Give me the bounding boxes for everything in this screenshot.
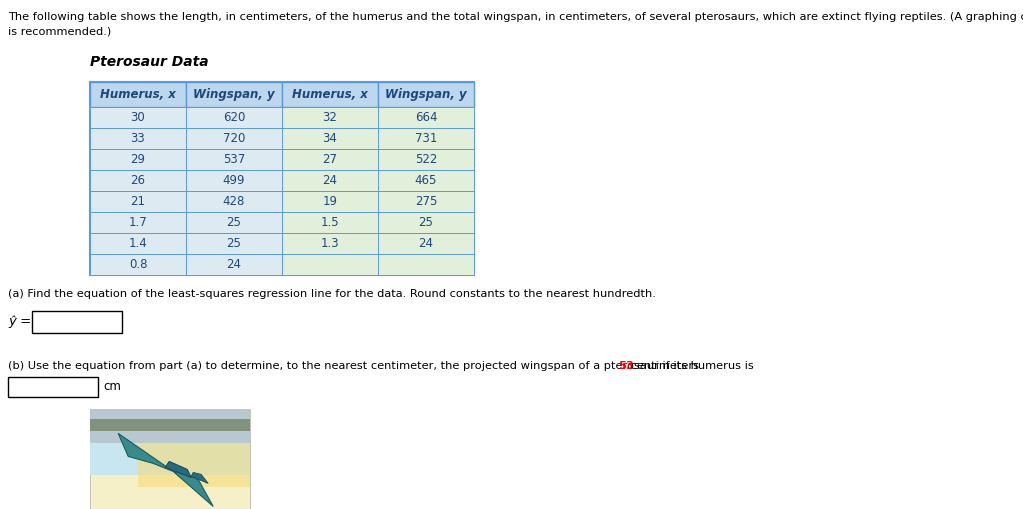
Text: 1.5: 1.5 (320, 216, 340, 229)
Bar (186, 149, 282, 170)
Bar (379, 128, 474, 149)
Bar (90, 82, 186, 107)
Bar (186, 82, 282, 107)
Bar (90, 107, 186, 128)
Bar (186, 128, 282, 149)
Bar (90, 170, 186, 191)
Polygon shape (119, 433, 173, 471)
Text: 24: 24 (322, 174, 338, 187)
Polygon shape (191, 472, 209, 484)
Bar (186, 107, 282, 128)
Text: 1.3: 1.3 (320, 237, 340, 250)
Text: 1.4: 1.4 (129, 237, 147, 250)
Bar (186, 212, 282, 233)
Text: 32: 32 (322, 111, 338, 124)
Text: centimeters.: centimeters. (627, 361, 703, 371)
Text: 21: 21 (131, 195, 145, 208)
Text: 428: 428 (223, 195, 246, 208)
Bar (90, 233, 186, 254)
Text: 30: 30 (131, 111, 145, 124)
Text: 19: 19 (322, 195, 338, 208)
Text: 537: 537 (223, 153, 246, 166)
Bar (379, 149, 474, 170)
Text: 0.8: 0.8 (129, 258, 147, 271)
Text: 33: 33 (131, 132, 145, 145)
Polygon shape (173, 471, 213, 506)
Text: 465: 465 (414, 174, 437, 187)
Text: 26: 26 (131, 174, 145, 187)
Text: Pterosaur Data: Pterosaur Data (90, 55, 209, 69)
Text: 25: 25 (226, 237, 241, 250)
Bar (186, 170, 282, 191)
Bar (282, 212, 379, 233)
Text: Humerus, x: Humerus, x (100, 88, 176, 101)
Bar (90, 418, 250, 431)
Bar (282, 191, 379, 212)
Bar (282, 107, 379, 128)
Bar (282, 82, 379, 107)
Text: 25: 25 (226, 216, 241, 229)
Bar (32, 311, 122, 333)
Bar (379, 82, 474, 107)
Bar (90, 409, 250, 509)
Bar (282, 128, 379, 149)
Text: 275: 275 (414, 195, 437, 208)
Bar (90, 409, 250, 475)
Bar (282, 149, 379, 170)
Bar (186, 254, 282, 275)
Text: 620: 620 (223, 111, 246, 124)
Text: Wingspan, y: Wingspan, y (193, 88, 275, 101)
Text: Wingspan, y: Wingspan, y (386, 88, 466, 101)
Text: 24: 24 (226, 258, 241, 271)
Text: (a) Find the equation of the least-squares regression line for the data. Round c: (a) Find the equation of the least-squar… (8, 289, 656, 299)
Text: (b) Use the equation from part (a) to determine, to the nearest centimeter, the : (b) Use the equation from part (a) to de… (8, 361, 757, 371)
Bar (379, 212, 474, 233)
Bar (379, 191, 474, 212)
Text: 1.7: 1.7 (129, 216, 147, 229)
Bar (90, 409, 250, 443)
Text: The following table shows the length, in centimeters, of the humerus and the tot: The following table shows the length, in… (8, 12, 1023, 22)
Text: 664: 664 (414, 111, 437, 124)
Bar (282, 170, 379, 191)
Bar (186, 191, 282, 212)
Bar (282, 233, 379, 254)
Text: 720: 720 (223, 132, 246, 145)
Text: cm: cm (103, 381, 121, 393)
Bar (379, 254, 474, 275)
Polygon shape (165, 461, 191, 477)
Bar (379, 170, 474, 191)
Text: 24: 24 (418, 237, 434, 250)
Text: 499: 499 (223, 174, 246, 187)
Text: Humerus, x: Humerus, x (292, 88, 368, 101)
Text: 25: 25 (418, 216, 434, 229)
Bar (90, 191, 186, 212)
Bar (186, 233, 282, 254)
Bar (379, 233, 474, 254)
Text: 27: 27 (322, 153, 338, 166)
Bar (90, 149, 186, 170)
Text: ŷ =: ŷ = (8, 316, 32, 328)
Bar (90, 82, 474, 275)
Text: 29: 29 (131, 153, 145, 166)
Bar (8, 377, 98, 397)
Bar (90, 254, 186, 275)
Bar (90, 212, 186, 233)
Text: 522: 522 (414, 153, 437, 166)
Text: 34: 34 (322, 132, 338, 145)
Text: is recommended.): is recommended.) (8, 26, 112, 36)
Bar (90, 128, 186, 149)
Text: 53: 53 (618, 361, 633, 371)
Bar (138, 433, 250, 487)
Text: 731: 731 (414, 132, 437, 145)
Bar (282, 254, 379, 275)
Bar (379, 107, 474, 128)
